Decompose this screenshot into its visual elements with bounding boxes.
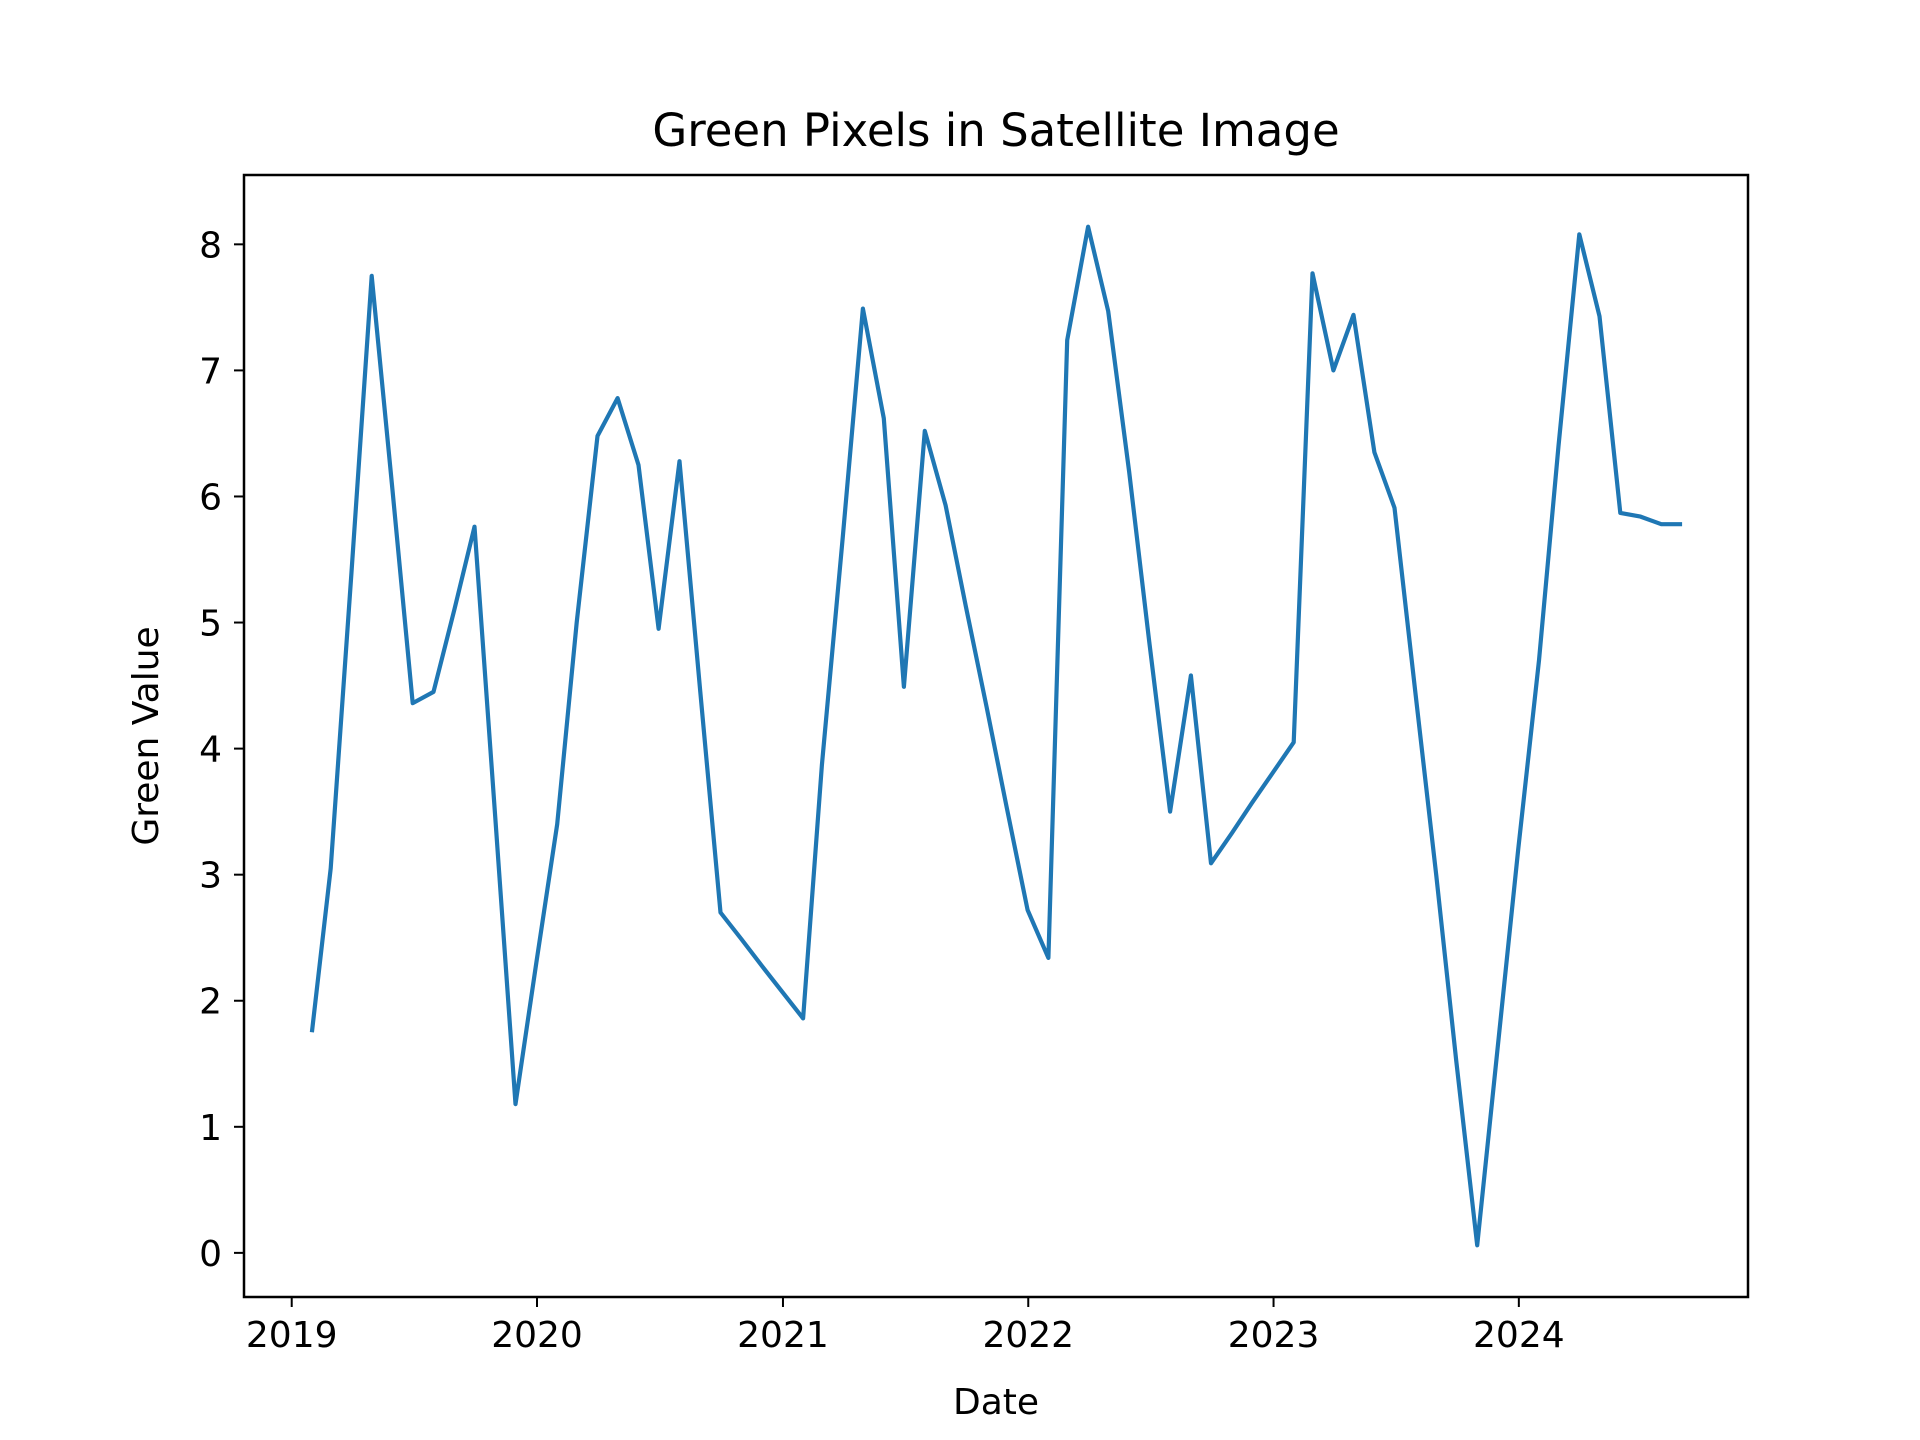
plot-area (242, 173, 1750, 1299)
data-point (739, 937, 743, 941)
y-tick-label: 2 (199, 982, 222, 1023)
data-point (882, 416, 886, 420)
data-point (1065, 338, 1069, 342)
data-point (1292, 740, 1296, 744)
data-point (1598, 314, 1602, 318)
data-point (820, 763, 824, 767)
y-tick-label: 0 (199, 1234, 222, 1275)
y-axis: 0 1 2 3 4 5 6 7 8 (199, 225, 244, 1275)
data-point (1046, 956, 1050, 960)
data-point (575, 621, 579, 625)
y-tick-label: 7 (199, 351, 222, 392)
data-point (555, 822, 559, 826)
data-point (1250, 801, 1254, 805)
x-tick-label: 2024 (1473, 1315, 1565, 1356)
data-point (1434, 873, 1438, 877)
data-point (1372, 450, 1376, 454)
data-point (1209, 861, 1213, 865)
data-point (493, 816, 497, 820)
x-tick-label: 2020 (491, 1315, 583, 1356)
x-tick-label: 2019 (246, 1315, 338, 1356)
data-point (1005, 806, 1009, 810)
data-point (1331, 368, 1335, 372)
data-point (1026, 908, 1030, 912)
x-axis: 2019 2020 2021 2022 2023 2024 (246, 1297, 1565, 1356)
data-point (1659, 522, 1663, 526)
y-tick-label: 3 (199, 856, 222, 897)
data-point (801, 1016, 805, 1020)
data-point (616, 396, 620, 400)
x-tick-label: 2023 (1228, 1315, 1320, 1356)
data-point (473, 525, 477, 529)
data-point (964, 604, 968, 608)
data-point (861, 307, 865, 311)
data-point (1271, 771, 1275, 775)
data-point (1413, 690, 1417, 694)
data-point (923, 429, 927, 433)
axes-frame (242, 173, 1750, 1299)
data-point (1618, 511, 1622, 515)
data-point (514, 1102, 518, 1106)
data-point (1147, 639, 1151, 643)
data-point (370, 274, 374, 278)
y-tick-label: 6 (199, 477, 222, 518)
x-tick-label: 2021 (737, 1315, 829, 1356)
data-point (760, 963, 764, 967)
data-point (1537, 658, 1541, 662)
data-point (1516, 848, 1520, 852)
data-point (1680, 522, 1684, 526)
data-point (350, 570, 354, 574)
y-tick-label: 1 (199, 1108, 222, 1149)
data-point (1106, 309, 1110, 313)
data-point (985, 705, 989, 709)
data-point (329, 866, 333, 870)
data-point (310, 1030, 314, 1034)
data-point (1475, 1243, 1479, 1247)
data-point (1086, 225, 1090, 229)
x-axis-label: Date (953, 1382, 1039, 1423)
data-point (534, 961, 538, 965)
data-point (1454, 1059, 1458, 1063)
data-point (944, 503, 948, 507)
data-point (698, 690, 702, 694)
data-point (780, 990, 784, 994)
y-tick-label: 4 (199, 730, 222, 771)
data-point (391, 488, 395, 492)
y-tick-label: 5 (199, 604, 222, 645)
data-point (452, 608, 456, 612)
y-axis-label: Green Value (126, 626, 167, 845)
data-point (596, 434, 600, 438)
chart-title: Green Pixels in Satellite Image (652, 104, 1339, 157)
data-point (1352, 313, 1356, 317)
data-point (637, 463, 641, 467)
data-point (1495, 1049, 1499, 1053)
data-point (1577, 232, 1581, 236)
data-point (1393, 506, 1397, 510)
data-point (719, 911, 723, 915)
data-point (1557, 444, 1561, 448)
x-tick-label: 2022 (982, 1315, 1074, 1356)
data-point (1168, 810, 1172, 814)
data-point (432, 690, 436, 694)
data-point (1230, 831, 1234, 835)
data-point (1127, 469, 1131, 473)
data-point (411, 701, 415, 705)
data-point (657, 627, 661, 631)
data-point (841, 535, 845, 539)
data-point (1639, 515, 1643, 519)
data-point (1311, 271, 1315, 275)
data-point (1189, 674, 1193, 678)
data-point (902, 685, 906, 689)
series-line (309, 224, 1683, 1248)
data-point (678, 459, 682, 463)
y-tick-label: 8 (199, 225, 222, 266)
